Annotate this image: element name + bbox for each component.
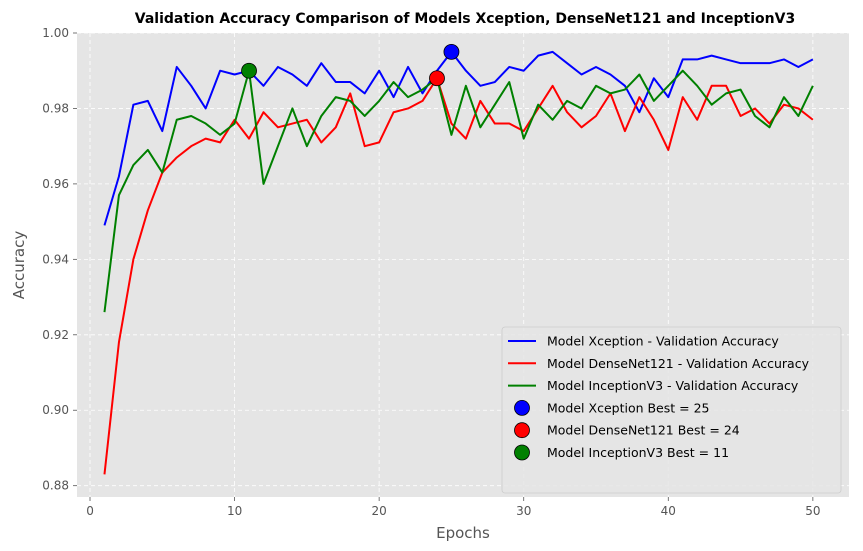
y-tick-label: 0.96 [42, 177, 69, 191]
y-tick-label: 0.94 [42, 252, 69, 266]
legend-label: Model InceptionV3 - Validation Accuracy [547, 378, 799, 393]
legend-marker-swatch [514, 399, 530, 416]
y-tick-label: 0.98 [42, 101, 69, 115]
y-tick-label: 0.88 [42, 479, 69, 493]
y-axis-ticks: 0.88 0.90 0.92 0.94 0.96 0.98 1.00 [42, 26, 77, 493]
legend-box [501, 326, 842, 494]
legend-label: Model InceptionV3 Best = 11 [547, 445, 729, 460]
chart-title: Validation Accuracy Comparison of Models… [135, 11, 795, 27]
legend-label: Model Xception Best = 25 [547, 400, 710, 415]
y-tick-label: 0.90 [42, 403, 69, 417]
y-tick-label: 1.00 [42, 26, 69, 40]
series-lines [103, 50, 814, 475]
series-line-1 [103, 77, 814, 475]
legend: Model Xception - Validation Accuracy Mode… [501, 326, 842, 494]
x-axis-ticks: 0 10 20 30 40 50 [86, 497, 820, 518]
best-marker-2 [241, 62, 257, 79]
x-tick-label: 0 [86, 504, 94, 518]
series-line-0 [103, 50, 814, 226]
x-tick-label: 10 [227, 504, 242, 518]
y-axis-label: Accuracy [10, 231, 28, 300]
legend-label: Model DenseNet121 - Validation Accuracy [547, 356, 810, 371]
x-tick-label: 30 [516, 504, 531, 518]
legend-marker-swatch [514, 444, 530, 461]
legend-label: Model DenseNet121 Best = 24 [547, 423, 740, 438]
x-tick-label: 40 [661, 504, 676, 518]
x-axis-label: Epochs [436, 524, 490, 542]
best-markers [241, 43, 460, 87]
series-line-2 [103, 69, 814, 313]
best-marker-1 [429, 70, 445, 87]
legend-marker-swatch [514, 422, 530, 439]
x-tick-label: 50 [805, 504, 820, 518]
y-tick-label: 0.92 [42, 328, 69, 342]
x-tick-label: 20 [372, 504, 387, 518]
legend-label: Model Xception - Validation Accuracy [547, 334, 779, 349]
best-marker-0 [443, 43, 460, 60]
